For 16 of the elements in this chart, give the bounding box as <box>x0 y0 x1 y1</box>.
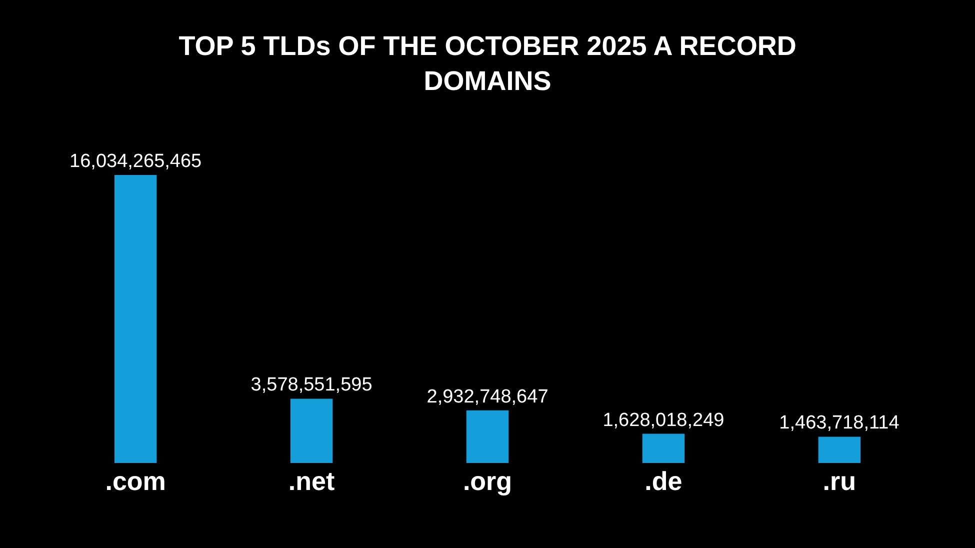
data-label: 1,628,018,249 <box>602 410 724 431</box>
x-tick-label: .ru <box>822 466 856 496</box>
bar <box>818 436 861 463</box>
data-label: 2,932,748,647 <box>426 386 548 408</box>
bar <box>642 434 685 463</box>
bar <box>114 175 157 463</box>
data-label: 1,463,718,114 <box>779 412 900 434</box>
x-tick-label: .com <box>105 466 166 496</box>
data-label: 3,578,551,595 <box>250 374 372 396</box>
x-tick-label: .net <box>288 466 335 496</box>
x-tick-label: .org <box>462 466 512 496</box>
bar <box>290 398 333 463</box>
x-tick-label: .de <box>644 466 682 496</box>
chart-title: TOP 5 TLDs OF THE OCTOBER 2025 A RECORD DOMAINS <box>178 30 796 96</box>
data-label: 16,034,265,465 <box>70 151 202 172</box>
bar <box>466 410 509 463</box>
